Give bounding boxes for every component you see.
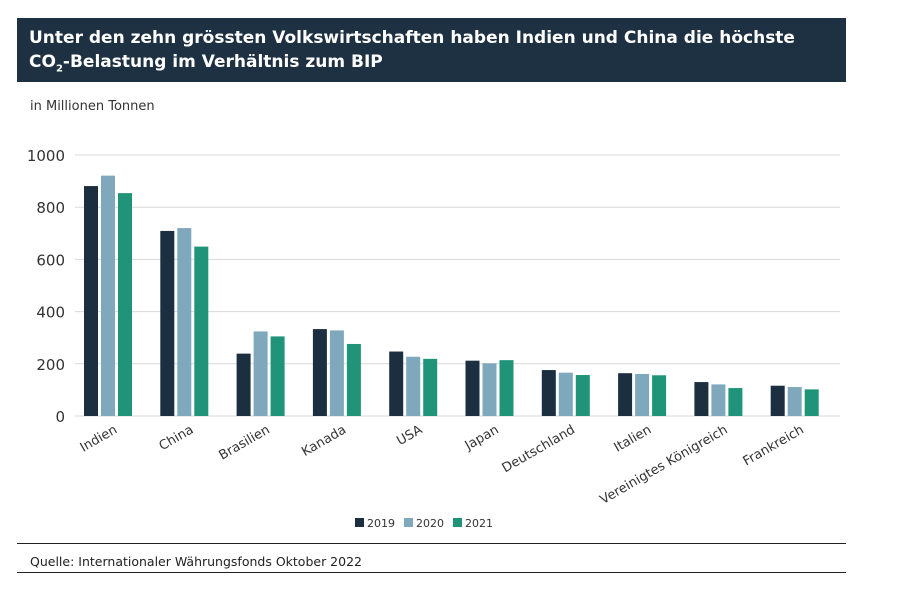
legend-swatch (453, 518, 462, 527)
y-tick-label: 200 (36, 356, 65, 374)
x-tick-label: Kanada (299, 422, 349, 459)
y-tick-label: 0 (55, 408, 65, 426)
bar-2021 (194, 246, 209, 416)
source-note: Quelle: Internationaler Währungsfonds Ok… (30, 554, 362, 569)
y-tick-label: 400 (36, 304, 65, 322)
x-tick-label: Deutschland (500, 422, 578, 476)
x-tick-label: Brasilien (217, 422, 273, 463)
bar-2019 (160, 230, 175, 416)
title-line-1: Unter den zehn grössten Volkswirtschafte… (29, 28, 795, 48)
bar-2020 (329, 330, 344, 416)
bar-2021 (423, 358, 438, 416)
bar-2021 (575, 375, 590, 416)
y-axis-label: in Millionen Tonnen (30, 99, 155, 114)
legend-swatch (355, 518, 364, 527)
legend-label: 2021 (465, 517, 493, 530)
bar-2020 (253, 331, 268, 416)
title-sub: 2 (55, 63, 63, 75)
bar-2019 (312, 329, 327, 416)
y-tick-label: 800 (36, 199, 65, 217)
title-co: CO (29, 52, 56, 72)
x-tick-label: China (157, 422, 197, 454)
divider-bottom (17, 572, 846, 573)
x-tick-label: Italien (612, 422, 654, 455)
bar-2019 (84, 186, 98, 416)
y-tick-label: 1000 (27, 147, 65, 165)
bar-2020 (558, 372, 573, 416)
bar-2020 (711, 384, 726, 416)
bar-2021 (346, 343, 361, 416)
bar-2020 (635, 373, 650, 416)
title-line-2: CO2-Belastung im Verhältnis zum BIP (29, 50, 834, 81)
bar-2021 (652, 375, 667, 416)
y-tick-label: 600 (36, 251, 65, 269)
bar-2021 (804, 389, 819, 416)
bar-2019 (389, 351, 404, 416)
bar-2019 (541, 370, 556, 416)
legend-label: 2019 (367, 517, 395, 530)
bar-2019 (770, 385, 785, 416)
x-tick-label: Indien (78, 422, 120, 455)
bar-2020 (177, 228, 192, 416)
bar-2020 (101, 175, 115, 416)
x-tick-label: Vereinigtes Königreich (598, 422, 731, 507)
legend-label: 2020 (416, 517, 444, 530)
chart-title: Unter den zehn grössten Volkswirtschafte… (17, 18, 846, 82)
x-tick-label: Japan (462, 422, 502, 454)
bar-2020 (482, 363, 497, 416)
bar-2019 (465, 360, 480, 416)
title-rest: -Belastung im Verhältnis zum BIP (62, 52, 383, 72)
bar-2021 (499, 360, 514, 416)
legend-swatch (404, 518, 413, 527)
bar-2021 (270, 336, 285, 416)
x-tick-label: Frankreich (741, 422, 807, 469)
bar-2021 (728, 388, 743, 416)
bar-2020 (406, 356, 421, 416)
bar-2019 (618, 373, 633, 416)
bar-2020 (787, 387, 802, 416)
x-tick-label: USA (394, 422, 425, 448)
divider-top (17, 543, 846, 544)
bar-2021 (118, 193, 132, 416)
bar-2019 (236, 353, 251, 416)
bar-2019 (694, 382, 709, 416)
